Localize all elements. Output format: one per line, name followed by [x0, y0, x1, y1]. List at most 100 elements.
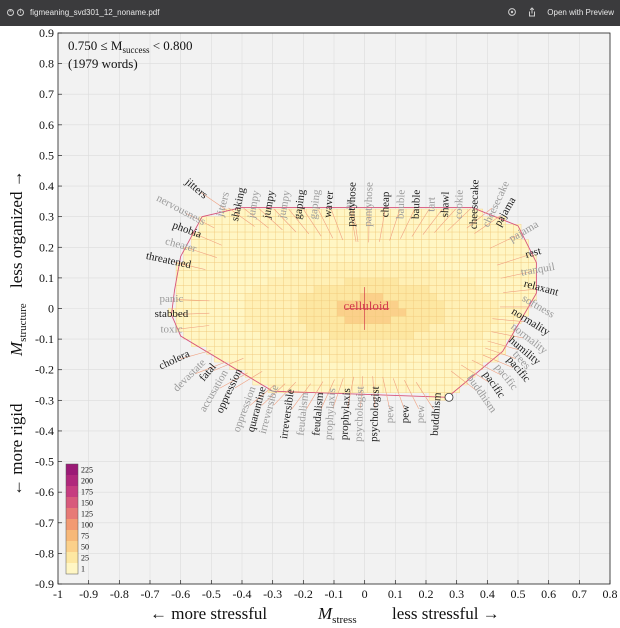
- heatmap-cell: [452, 286, 460, 294]
- heatmap-cell: [414, 316, 422, 324]
- heatmap-cell: [322, 370, 330, 378]
- heatmap-cell: [452, 247, 460, 255]
- heatmap-cell: [444, 247, 452, 255]
- heatmap-cell: [299, 301, 307, 309]
- heatmap-cell: [260, 309, 268, 317]
- word-label: pew: [384, 405, 397, 424]
- heatmap-cell: [506, 263, 514, 271]
- open-with-preview-button[interactable]: Open with Preview: [547, 8, 614, 17]
- heatmap-cell: [260, 255, 268, 263]
- heatmap-cell: [421, 339, 429, 347]
- heatmap-cell: [475, 240, 483, 248]
- heatmap-cell: [237, 263, 245, 271]
- heatmap-cell: [268, 255, 276, 263]
- heatmap-cell: [421, 263, 429, 271]
- heatmap-cell: [314, 339, 322, 347]
- heatmap-cell: [283, 309, 291, 317]
- y-tick-label: -0.7: [35, 516, 54, 530]
- settings-icon[interactable]: [507, 7, 517, 17]
- heatmap-cell: [429, 385, 437, 393]
- heatmap-cell: [375, 362, 383, 370]
- heatmap-cell: [421, 293, 429, 301]
- heatmap-cell: [375, 354, 383, 362]
- heatmap-cell: [460, 278, 468, 286]
- y-tick-label: -0.2: [35, 363, 54, 377]
- heatmap-cell: [253, 255, 261, 263]
- heatmap-cell: [490, 270, 498, 278]
- heatmap-cell: [391, 354, 399, 362]
- titlebar-right: Open with Preview: [507, 7, 614, 17]
- heatmap-cell: [191, 278, 199, 286]
- heatmap-cell: [437, 339, 445, 347]
- heatmap-cell: [352, 232, 360, 240]
- heatmap-cell: [306, 286, 314, 294]
- x-tick-label: 0.8: [603, 587, 618, 601]
- heatmap-cell: [498, 301, 506, 309]
- close-icon[interactable]: ×: [7, 9, 14, 16]
- heatmap-cell: [306, 247, 314, 255]
- heatmap-cell: [406, 377, 414, 385]
- heatmap-cell: [406, 224, 414, 232]
- heatmap-cell: [398, 316, 406, 324]
- heatmap-cell: [475, 309, 483, 317]
- heatmap-cell: [322, 263, 330, 271]
- heatmap-cell: [437, 278, 445, 286]
- heatmap-cell: [360, 263, 368, 271]
- heatmap-cell: [498, 270, 506, 278]
- heatmap-cell: [329, 224, 337, 232]
- heatmap-cell: [306, 263, 314, 271]
- heatmap-cell: [322, 377, 330, 385]
- heatmap-cell: [383, 286, 391, 294]
- y-tick-label: 0.9: [39, 26, 54, 40]
- heatmap-cell: [306, 293, 314, 301]
- heatmap-cell: [230, 247, 238, 255]
- heatmap-cell: [475, 316, 483, 324]
- heatmap-cell: [329, 347, 337, 355]
- heatmap-cell: [452, 255, 460, 263]
- heatmap-cell: [513, 278, 521, 286]
- heatmap-cell: [253, 316, 261, 324]
- info-icon[interactable]: i: [17, 9, 24, 16]
- heatmap-cell: [406, 370, 414, 378]
- heatmap-cell: [506, 247, 514, 255]
- word-label: panic: [160, 293, 184, 305]
- heatmap-cell: [429, 362, 437, 370]
- heatmap-cell: [230, 339, 238, 347]
- heatmap-cell: [498, 278, 506, 286]
- heatmap-cell: [475, 331, 483, 339]
- heatmap-cell: [322, 309, 330, 317]
- heatmap-cell: [475, 324, 483, 332]
- annotation-subscript: success: [122, 45, 149, 55]
- heatmap-cell: [337, 331, 345, 339]
- heatmap-cell: [483, 339, 491, 347]
- heatmap-cell: [490, 286, 498, 294]
- heatmap-cell: [283, 240, 291, 248]
- heatmap-cell: [222, 232, 230, 240]
- x-tick-label: 0.4: [480, 587, 495, 601]
- heatmap-cell: [483, 270, 491, 278]
- heatmap-cell: [214, 270, 222, 278]
- share-icon[interactable]: [527, 7, 537, 17]
- heatmap-cell: [276, 309, 284, 317]
- x-tick-label: -0.5: [202, 587, 221, 601]
- heatmap-cell: [429, 278, 437, 286]
- heatmap-cell: [314, 263, 322, 271]
- heatmap-cell: [283, 293, 291, 301]
- heatmap-cell: [253, 354, 261, 362]
- heatmap-cell: [245, 301, 253, 309]
- heatmap-cell: [329, 293, 337, 301]
- heatmap-cell: [191, 293, 199, 301]
- heatmap-cell: [460, 362, 468, 370]
- heatmap-cell: [475, 270, 483, 278]
- heatmap-cell: [383, 278, 391, 286]
- heatmap-cell: [498, 309, 506, 317]
- word-label: shawl: [439, 191, 452, 217]
- heatmap-cell: [245, 339, 253, 347]
- colorbar-label: 125: [81, 510, 93, 519]
- heatmap-cell: [184, 278, 192, 286]
- heatmap-cell: [245, 255, 253, 263]
- heatmap-cell: [291, 240, 299, 248]
- colorbar-swatch: [66, 563, 78, 574]
- heatmap-cell: [490, 309, 498, 317]
- heatmap-cell: [230, 240, 238, 248]
